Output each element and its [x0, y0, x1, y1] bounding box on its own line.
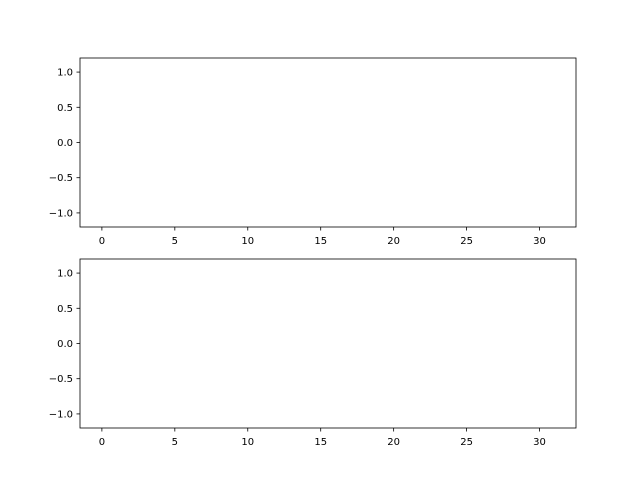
- x-tick-label: 5: [172, 236, 178, 247]
- x-tick-label: 20: [387, 437, 400, 448]
- x-tick-label: 20: [387, 236, 400, 247]
- x-tick-label: 5: [172, 437, 178, 448]
- y-tick-label: 0.0: [57, 339, 73, 350]
- x-tick-label: 25: [460, 437, 473, 448]
- subplot-1: 0 5 10 15 20 25 30 −1.0 −0.5 0.0 0.5 1.0: [49, 57, 577, 247]
- y-tick-label: −1.0: [49, 208, 73, 219]
- x-tick-label: 25: [460, 236, 473, 247]
- x-tick-label: 10: [241, 437, 254, 448]
- subplots: 0 5 10 15 20 25 30 −1.0 −0.5 0.0 0.5 1.0 0 5 10 15 20 25 3…: [49, 57, 577, 448]
- y-tick-label: −0.5: [49, 173, 73, 184]
- y-tick-label: 1.0: [57, 269, 73, 280]
- y-tick-label: 0.5: [57, 304, 73, 315]
- y-tick-label: 0.5: [57, 103, 73, 114]
- x-tick-label: 30: [533, 236, 546, 247]
- axes-frame: [79, 258, 577, 429]
- y-tick-label: 0.0: [57, 138, 73, 149]
- subplot-2: 0 5 10 15 20 25 30 −1.0 −0.5 0.0 0.5 1.0: [49, 258, 577, 448]
- y-tick-label: 1.0: [57, 68, 73, 79]
- x-tick-label: 15: [314, 236, 327, 247]
- axes-frame: [79, 57, 577, 228]
- x-tick-label: 0: [99, 236, 105, 247]
- y-tick-label: −0.5: [49, 374, 73, 385]
- x-tick-label: 0: [99, 437, 105, 448]
- x-tick-label: 30: [533, 437, 546, 448]
- y-tick-label: −1.0: [49, 409, 73, 420]
- x-tick-label: 15: [314, 437, 327, 448]
- x-tick-label: 10: [241, 236, 254, 247]
